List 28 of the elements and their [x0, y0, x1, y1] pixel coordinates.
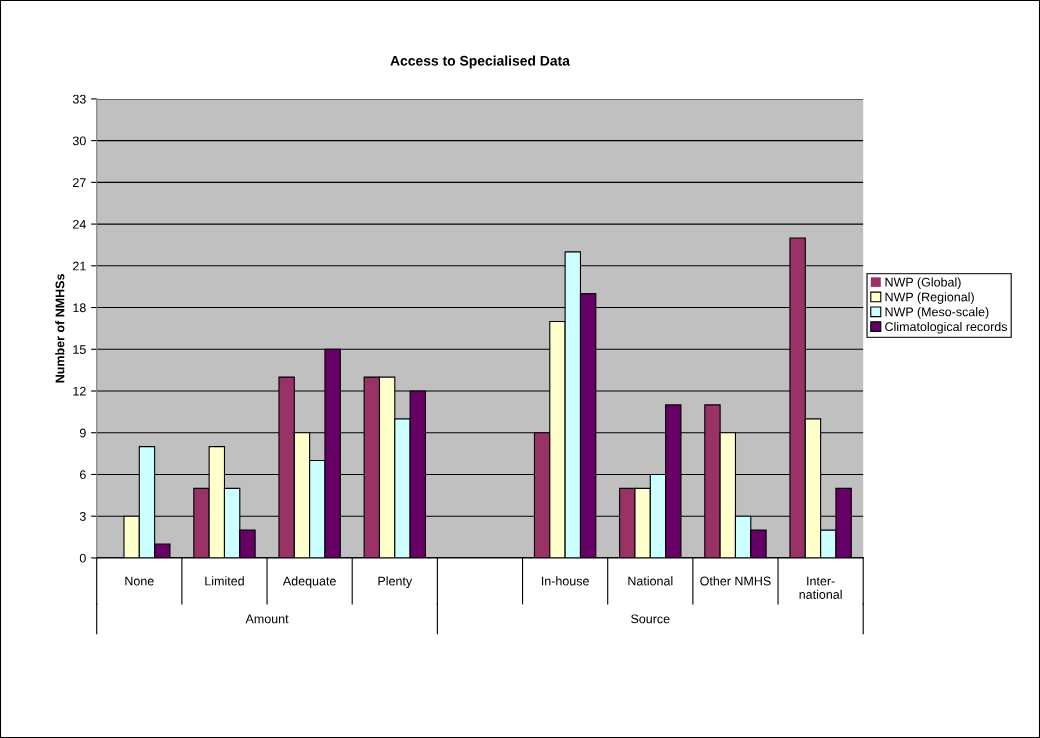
legend-label: NWP (Regional): [885, 292, 974, 304]
y-tick-label: 0: [79, 553, 86, 563]
y-tick-label: 15: [73, 345, 86, 354]
text: Source: [631, 614, 670, 624]
x-tick-label: National: [628, 576, 673, 586]
y-tick-label: 3: [79, 512, 86, 521]
x-tick-label: Limited: [205, 576, 244, 586]
y-tick-label: 6: [79, 470, 86, 480]
y-tick-label: 33: [72, 94, 86, 104]
y-tick-label: 18: [73, 303, 86, 313]
y-tick-label: 24: [73, 219, 86, 229]
y-tick-label: 27: [73, 178, 86, 187]
chart-title: Access to Specialised Data: [390, 55, 570, 69]
y-tick-label: 9: [79, 428, 86, 438]
legend-label: Climatological records: [885, 321, 1008, 334]
y-tick-label: 12: [73, 386, 86, 396]
y-axis-title: Number of NMHSs: [55, 274, 65, 383]
text: Amount: [245, 614, 289, 624]
y-tick-label: 21: [73, 261, 86, 271]
legend-label: NWP (Global): [885, 277, 961, 290]
x-tick-label: Plenty: [378, 576, 413, 588]
x-tick-label: In-house: [541, 576, 589, 586]
y-tick-label: 30: [72, 136, 86, 146]
x-tick-label: Inter- national: [799, 576, 842, 599]
x-tick-label: Other NMHS: [700, 576, 771, 586]
x-tick-label: Adequate: [282, 576, 336, 588]
x-tick-label: None: [125, 576, 154, 586]
legend-label: NWP (Meso-scale): [885, 307, 989, 319]
